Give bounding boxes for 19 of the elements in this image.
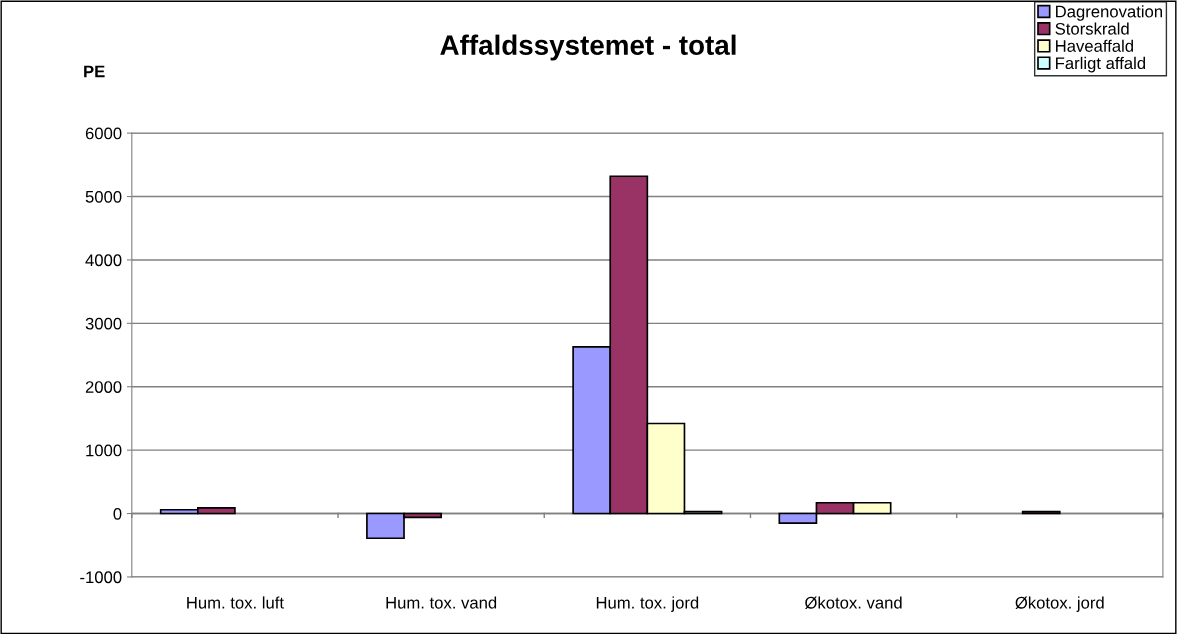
- y-tick-label: 2000: [85, 381, 122, 393]
- x-tick-label: Økotox. jord: [1015, 596, 1104, 612]
- y-tick-label: 1000: [86, 444, 122, 457]
- y-tick-label: 4000: [85, 254, 122, 267]
- legend-label: Dagrenovation: [1056, 5, 1162, 21]
- legend-label: Storskrald: [1055, 22, 1129, 35]
- x-tick-label: Hum. tox. luft: [187, 596, 284, 609]
- legend-label: Farligt affald: [1056, 56, 1146, 73]
- x-tick-label: Hum. tox. vand: [386, 596, 497, 609]
- y-axis-title: PE: [84, 65, 105, 78]
- y-tick-label: 0: [113, 507, 122, 520]
- y-tick-label: 5000: [85, 190, 122, 203]
- y-tick-label: -1000: [80, 571, 122, 584]
- y-tick-label: 6000: [85, 127, 122, 140]
- legend-label: Haveaffald: [1056, 39, 1133, 52]
- x-tick-label: Økotox. vand: [805, 596, 902, 609]
- chart-title: Affaldssystemet - total: [440, 34, 736, 61]
- y-tick-label: 3000: [85, 317, 122, 330]
- x-tick-label: Hum. tox. jord: [596, 596, 699, 612]
